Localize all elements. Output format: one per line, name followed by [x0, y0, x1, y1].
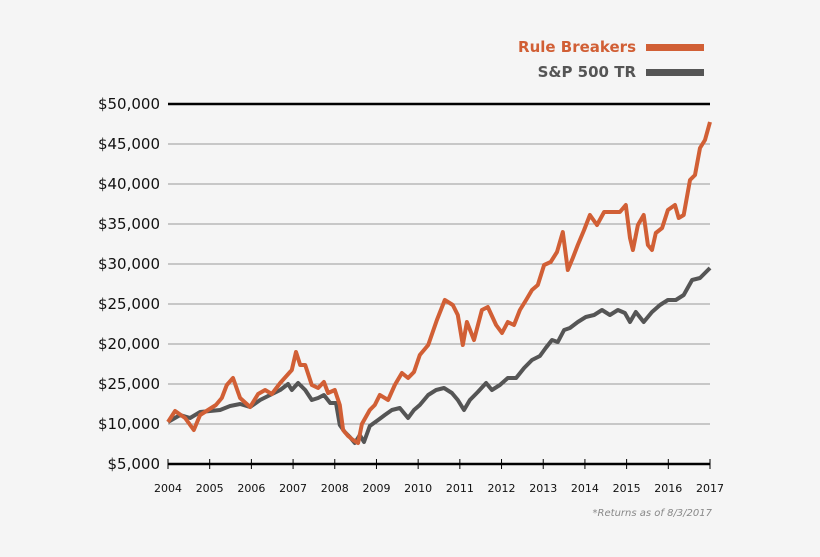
- x-tick-label: 2014: [571, 482, 599, 495]
- y-tick-label: $25,000: [98, 295, 160, 313]
- x-tick-label: 2005: [196, 482, 224, 495]
- y-tick-label: $20,000: [98, 335, 160, 353]
- x-tick-label: 2010: [404, 482, 432, 495]
- x-tick-label: 2017: [696, 482, 724, 495]
- legend-swatch-sp500: [646, 69, 704, 76]
- legend-label-rule-breakers: Rule Breakers: [518, 38, 636, 56]
- x-tick-label: 2007: [279, 482, 307, 495]
- series-line-sp500: [166, 266, 712, 445]
- series-lines: [166, 121, 712, 445]
- x-tick-label: 2009: [362, 482, 390, 495]
- x-tick-label: 2004: [154, 482, 182, 495]
- gridlines: [168, 102, 710, 425]
- x-tick-label: 2015: [613, 482, 641, 495]
- y-tick-label: $10,000: [98, 415, 160, 433]
- y-tick-label: $40,000: [98, 175, 160, 193]
- x-tick-label: 2012: [488, 482, 516, 495]
- y-tick-label: $50,000: [98, 95, 160, 113]
- x-tick-label: 2006: [237, 482, 265, 495]
- x-tick-label: 2011: [446, 482, 474, 495]
- y-axis-tick-labels: $5,000 $10,000 $25,000 $20,000 $25,000 $30,00…: [98, 95, 160, 473]
- x-tick-label: 2013: [529, 482, 557, 495]
- y-tick-label: $25,000: [98, 375, 160, 393]
- x-tick-label: 2008: [321, 482, 349, 495]
- y-tick-label: $30,000: [98, 255, 160, 273]
- x-tick-label: 2016: [654, 482, 682, 495]
- footnote: *Returns as of 8/3/2017: [593, 508, 713, 519]
- series-line-rule-breakers: [166, 121, 712, 445]
- y-tick-label: $35,000: [98, 215, 160, 233]
- x-axis: 2004 2005 2006 2007 2008 2009 2010 2011 2012 2013…: [154, 459, 724, 495]
- y-tick-label: $45,000: [98, 135, 160, 153]
- y-tick-label: $5,000: [108, 455, 161, 473]
- legend-label-sp500: S&P 500 TR: [538, 63, 637, 81]
- legend-swatch-rule-breakers: [646, 44, 704, 51]
- legend: Rule Breakers S&P 500 TR: [518, 38, 704, 81]
